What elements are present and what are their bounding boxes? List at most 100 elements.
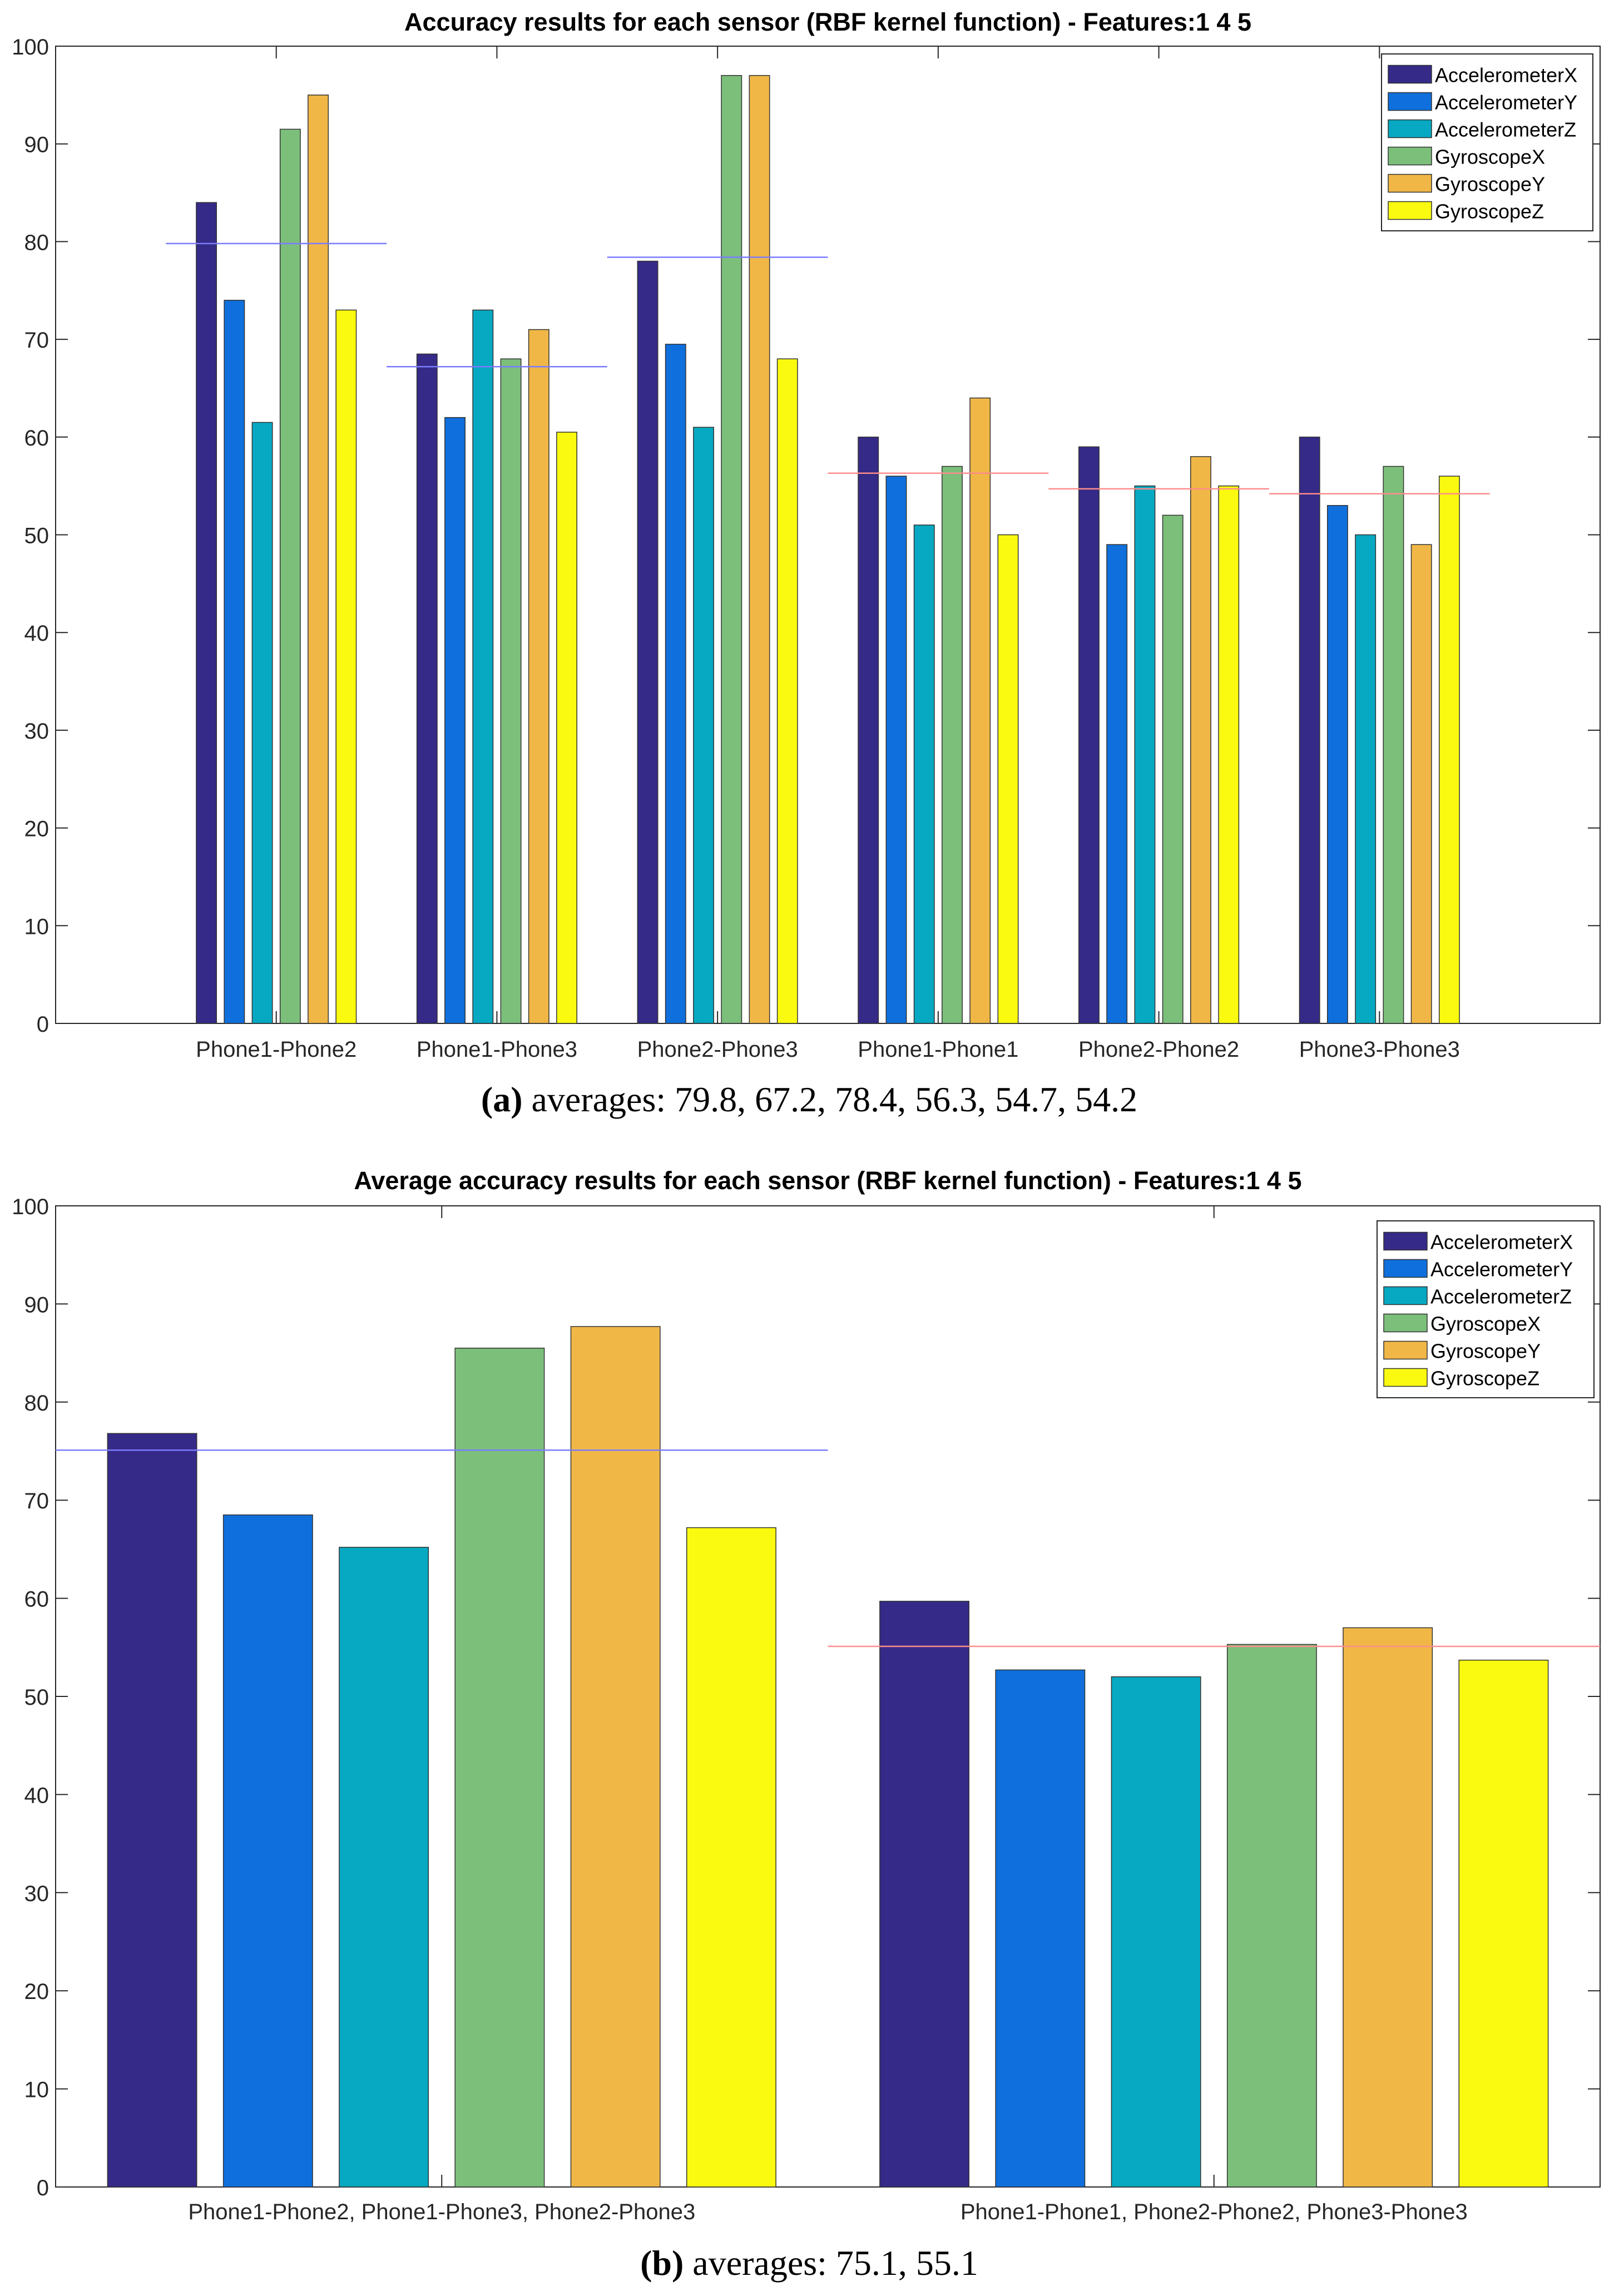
bar-gyroscopey	[1410, 544, 1432, 1024]
bar-gyroscopez	[335, 309, 357, 1024]
y-tick-label: 20	[24, 817, 49, 842]
bar-accelerometerx	[196, 202, 217, 1024]
bar-gyroscopex	[500, 358, 522, 1024]
legend-swatch	[1388, 65, 1432, 84]
bar-accelerometerx	[879, 1601, 969, 2188]
y-tick-label: 70	[24, 328, 49, 353]
bar-accelerometery	[1326, 505, 1348, 1024]
y-tick-label: 100	[12, 35, 49, 60]
y-tick-label: 0	[37, 2176, 49, 2200]
x-tick-label: Phone1-Phone3	[417, 1037, 577, 1062]
legend-swatch	[1383, 1313, 1428, 1333]
bar-gyroscopez	[1458, 1659, 1549, 2188]
legend-label: GyroscopeY	[1435, 173, 1545, 196]
y-tick-label: 90	[24, 133, 49, 157]
bar-accelerometery	[665, 344, 686, 1024]
y-tick-label: 10	[24, 914, 49, 939]
x-tick-label: Phone2-Phone3	[637, 1037, 798, 1062]
bar-gyroscopez	[1438, 476, 1460, 1024]
bar-gyroscopez	[556, 432, 577, 1024]
legend-label: AccelerometerX	[1430, 1231, 1573, 1254]
legend-label: AccelerometerZ	[1430, 1285, 1572, 1308]
bar-gyroscopex	[1162, 514, 1184, 1024]
y-tick-label: 40	[24, 1783, 49, 1808]
y-tick-label: 70	[24, 1489, 49, 1513]
bar-gyroscopey	[1343, 1627, 1433, 2188]
y-tick-label: 20	[24, 1980, 49, 2004]
bar-accelerometerx	[107, 1433, 197, 2188]
legend-swatch	[1388, 119, 1432, 138]
caption-text: averages: 75.1, 55.1	[684, 2243, 978, 2283]
bar-gyroscopex	[721, 75, 742, 1024]
bar-accelerometery	[1106, 544, 1128, 1024]
x-tick-label: Phone1-Phone2	[196, 1037, 357, 1062]
caption-text: averages: 79.8, 67.2, 78.4, 56.3, 54.7, …	[523, 1080, 1138, 1119]
y-tick-label: 100	[12, 1195, 49, 1219]
legend-swatch	[1388, 174, 1432, 193]
bar-gyroscopez	[997, 534, 1019, 1024]
legend-label: AccelerometerZ	[1435, 118, 1576, 141]
legend-label: GyroscopeX	[1430, 1313, 1541, 1335]
legend-swatch	[1388, 201, 1432, 220]
bar-accelerometerz	[1355, 534, 1377, 1024]
y-tick-label: 90	[24, 1293, 49, 1317]
bar-gyroscopey	[528, 329, 549, 1024]
y-tick-label: 50	[24, 1685, 49, 1710]
caption-label: (b)	[640, 2243, 684, 2283]
y-tick-label: 0	[37, 1012, 49, 1037]
chart-panel-b: 0 10 20 30 40 50 60 70 80 90 100 Phone1-Phone2, Pho…	[12, 1166, 1601, 2283]
bar-accelerometerz	[693, 427, 714, 1024]
bar-accelerometerz	[251, 422, 273, 1024]
chart-title: Average accuracy results for each sensor…	[354, 1166, 1302, 1195]
bar-gyroscopez	[776, 358, 798, 1024]
chart-panel-a: 0 10 20 30 40 50 60 70 80 90 100 Phone1-Phone2 Phone…	[12, 8, 1601, 1119]
bar-gyroscopey	[749, 75, 770, 1024]
bar-accelerometerz	[1111, 1676, 1201, 2188]
x-tick-label: Phone1-Phone1	[858, 1037, 1018, 1062]
legend-label: AccelerometerX	[1435, 64, 1577, 87]
bar-accelerometery	[444, 417, 466, 1024]
y-tick-label: 50	[24, 524, 49, 548]
legend-swatch	[1383, 1340, 1428, 1360]
chart-title: Accuracy results for each sensor (RBF ke…	[404, 8, 1251, 36]
bar-accelerometery	[995, 1669, 1086, 2188]
bar-gyroscopex	[454, 1348, 545, 2188]
bar-accelerometerx	[416, 353, 438, 1024]
y-tick-label: 60	[24, 426, 49, 451]
figure-caption: (b) averages: 75.1, 55.1	[640, 2243, 978, 2283]
legend-swatch	[1383, 1259, 1428, 1278]
x-tick-label: Phone1-Phone1, Phone2-Phone2, Phone3-Pho…	[960, 2200, 1468, 2224]
bar-gyroscopey	[1190, 456, 1211, 1024]
legend-swatch	[1388, 92, 1432, 111]
bar-gyroscopey	[570, 1326, 661, 2188]
bar-gyroscopey	[308, 95, 329, 1024]
bar-gyroscopex	[1226, 1644, 1317, 2188]
bar-accelerometery	[224, 300, 245, 1024]
x-tick-label: Phone1-Phone2, Phone1-Phone3, Phone2-Pho…	[188, 2200, 695, 2224]
legend-swatch	[1388, 146, 1432, 166]
bar-accelerometerz	[339, 1547, 429, 2188]
y-tick-label: 30	[24, 1882, 49, 1906]
bar-accelerometerx	[858, 437, 879, 1024]
y-tick-label: 30	[24, 719, 49, 744]
bar-gyroscopez	[1218, 485, 1240, 1024]
bar-accelerometery	[222, 1514, 313, 2188]
y-tick-label: 80	[24, 1391, 49, 1416]
bar-accelerometerz	[1134, 485, 1156, 1024]
bar-accelerometerz	[913, 524, 935, 1024]
legend-label: GyroscopeY	[1430, 1340, 1541, 1363]
legend-label: AccelerometerY	[1435, 91, 1577, 114]
bar-gyroscopex	[1383, 466, 1404, 1024]
bar-accelerometerz	[472, 309, 494, 1024]
caption-label: (a)	[481, 1080, 523, 1119]
x-tick-label: Phone3-Phone3	[1299, 1037, 1460, 1062]
y-tick-label: 60	[24, 1587, 49, 1612]
plot-area	[55, 1205, 1601, 2188]
bar-gyroscopez	[686, 1527, 776, 2188]
legend-label: GyroscopeZ	[1435, 200, 1544, 223]
legend-label: GyroscopeZ	[1430, 1367, 1539, 1390]
bar-accelerometery	[885, 476, 907, 1024]
legend-swatch	[1383, 1231, 1428, 1251]
